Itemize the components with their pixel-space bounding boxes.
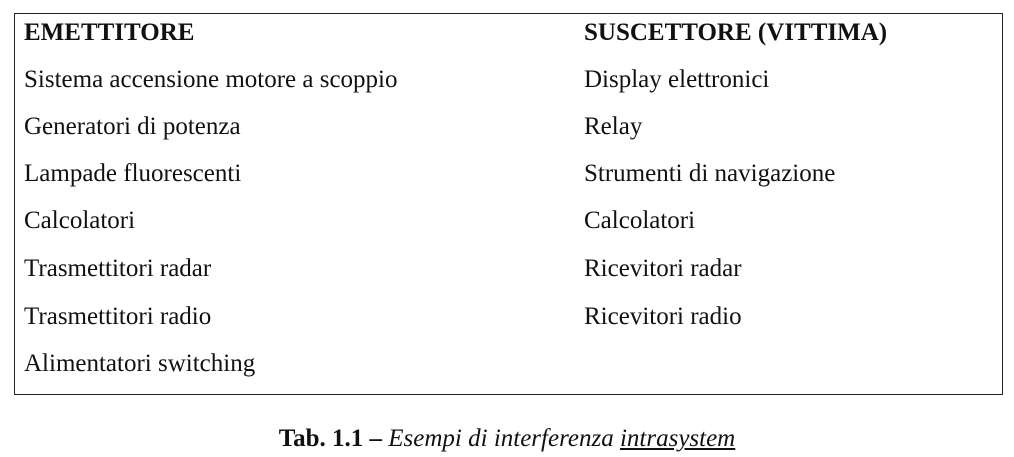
emitter-header: EMETTITORE: [24, 19, 195, 46]
caption-term: intrasystem: [619, 425, 736, 452]
victim-cell: Relay: [584, 113, 643, 140]
victim-cell: Strumenti di navigazione: [584, 160, 836, 187]
emitter-cell: Calcolatori: [24, 207, 136, 234]
emitter-cell: Trasmettitori radio: [24, 303, 212, 330]
victim-cell: Display elettronici: [584, 66, 770, 93]
caption-description: Esempi di interferenza: [388, 425, 614, 452]
emitter-cell: Sistema accensione motore a scoppio: [24, 66, 398, 93]
emitter-cell: Generatori di potenza: [24, 113, 241, 140]
table-caption: Tab. 1.1 – Esempi di interferenza intras…: [0, 423, 1014, 455]
emitter-cell: Alimentatori switching: [24, 350, 256, 377]
emitter-cell: Trasmettitori radar: [24, 255, 212, 282]
victim-cell: Ricevitori radar: [584, 255, 742, 282]
victim-cell: Ricevitori radio: [584, 303, 742, 330]
interference-table: EMETTITORE Sistema accensione motore a s…: [14, 13, 1003, 395]
victim-cell: Calcolatori: [584, 207, 696, 234]
victim-header: SUSCETTORE (VITTIMA): [584, 19, 888, 46]
emitter-cell: Lampade fluorescenti: [24, 160, 242, 187]
caption-label: Tab. 1.1 –: [278, 425, 383, 452]
